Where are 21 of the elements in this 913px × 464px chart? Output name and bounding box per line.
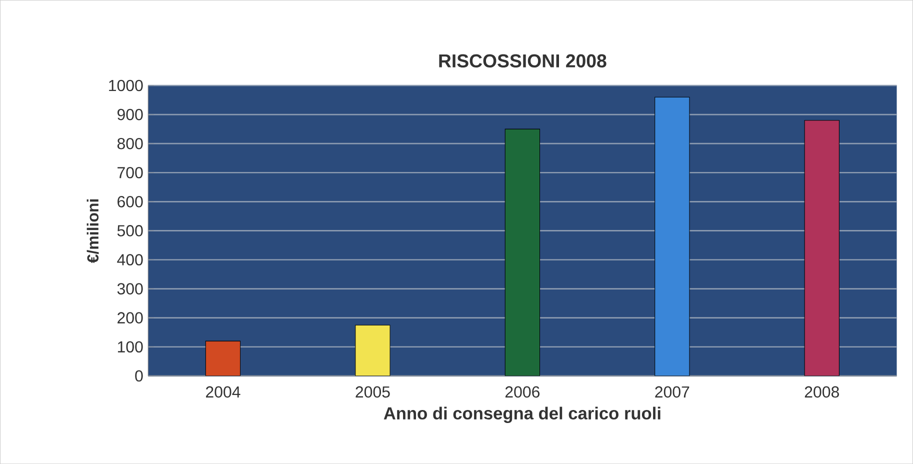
y-tick-label: 200 xyxy=(118,312,143,324)
x-tick-label: 2005 xyxy=(356,386,390,398)
y-tick-label: 700 xyxy=(118,166,143,178)
x-tick-label: 2004 xyxy=(206,386,240,398)
x-tick-label: 2007 xyxy=(655,386,690,398)
y-tick-label: 1000 xyxy=(109,80,143,92)
y-tick-label: 300 xyxy=(117,283,143,294)
y-axis-title: €/milioni xyxy=(86,199,99,263)
chart-title: RISCOSSIONI 2008 xyxy=(439,54,606,68)
x-tick-label: 2008 xyxy=(804,386,839,398)
y-tick-label: 600 xyxy=(118,196,143,208)
y-tick-label: 800 xyxy=(117,138,143,150)
y-tick-label: 900 xyxy=(118,108,143,120)
bar xyxy=(654,96,690,376)
y-tick-label: 500 xyxy=(117,225,143,236)
bar xyxy=(504,128,540,376)
y-tick-label: 100 xyxy=(118,341,143,352)
x-tick-label: 2006 xyxy=(505,386,540,398)
y-tick-label: 0 xyxy=(135,370,143,382)
x-axis-title: Anno di consegna del carico ruoli xyxy=(384,406,660,423)
y-tick-label: 400 xyxy=(117,254,143,266)
